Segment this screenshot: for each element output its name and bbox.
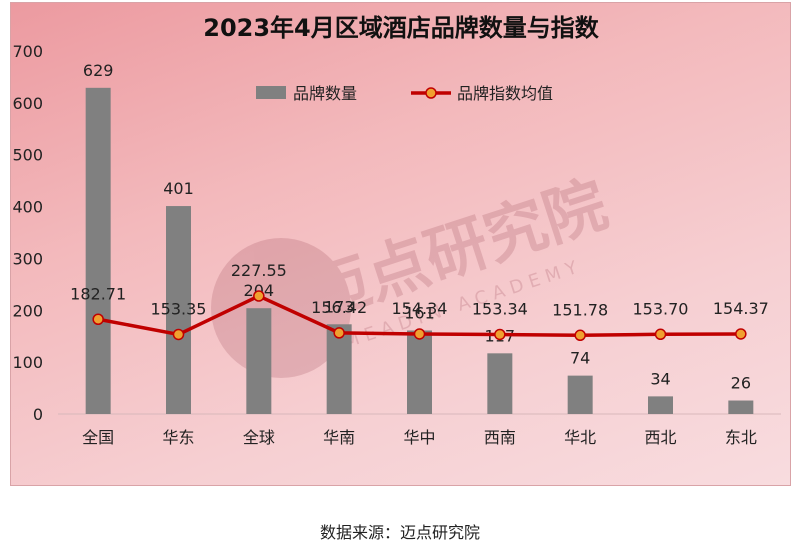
y-tick-label: 100 xyxy=(12,353,43,372)
line-value-label: 154.34 xyxy=(392,299,448,318)
bar xyxy=(166,206,191,414)
x-tick-label: 西南 xyxy=(484,428,516,447)
y-tick-label: 400 xyxy=(12,198,43,217)
x-tick-label: 华东 xyxy=(162,428,194,447)
x-axis: 全国 华东 全球 华南 华中 西南 华北 西北 东北 xyxy=(58,413,781,447)
bar-value-label: 401 xyxy=(163,179,194,198)
bar-value-label: 26 xyxy=(731,374,751,393)
line-point xyxy=(494,328,506,341)
y-tick-label: 200 xyxy=(12,301,43,320)
y-tick-label: 500 xyxy=(12,146,43,165)
bar-value-label: 74 xyxy=(570,349,590,368)
line-point xyxy=(172,328,185,341)
line-labels: 182.71 153.35 227.55 156.42 154.34 153.34 151.… xyxy=(70,261,769,319)
line-point xyxy=(735,328,747,340)
line-series xyxy=(92,290,747,342)
y-tick-label: 700 xyxy=(12,42,43,61)
y-tick-label: 600 xyxy=(12,94,43,113)
x-tick-label: 东北 xyxy=(725,428,757,447)
line-point xyxy=(574,329,586,342)
line-value-label: 156.42 xyxy=(311,298,367,317)
line-point xyxy=(654,328,667,341)
line-point xyxy=(333,327,345,339)
y-tick-label: 300 xyxy=(12,249,43,268)
bar-value-label: 629 xyxy=(83,61,114,80)
bar-value-label: 173 xyxy=(324,297,355,316)
line-value-label: 153.34 xyxy=(472,299,528,318)
bar xyxy=(728,400,754,414)
bar xyxy=(648,396,673,414)
line-value-label: 182.71 xyxy=(70,284,126,303)
line-value-label: 153.35 xyxy=(151,299,207,318)
x-tick-label: 华南 xyxy=(323,428,355,447)
bar xyxy=(326,324,352,414)
legend-bar-label: 品牌数量 xyxy=(293,84,357,103)
line-point xyxy=(413,328,426,340)
bar xyxy=(407,330,432,414)
line-point xyxy=(92,313,104,326)
bar xyxy=(487,353,513,414)
legend-line-marker xyxy=(425,87,437,99)
line-value-label: 151.78 xyxy=(552,300,608,319)
chart-svg: 迈点研究院 MEADIN ACADEMY 2023年4月区域酒店品牌数量与指数 … xyxy=(12,14,781,447)
line-value-label: 227.55 xyxy=(231,261,287,280)
x-tick-label: 西北 xyxy=(644,428,676,447)
x-tick-label: 全球 xyxy=(243,428,275,447)
y-axis: 0 100 200 300 400 500 600 700 xyxy=(12,42,43,424)
y-tick-label: 0 xyxy=(33,405,43,424)
bar xyxy=(246,308,272,414)
x-tick-label: 华北 xyxy=(564,428,596,447)
x-tick-label: 华中 xyxy=(403,428,435,447)
line-value-label: 154.37 xyxy=(713,299,769,318)
x-tick-label: 全国 xyxy=(82,428,114,447)
bar-series xyxy=(85,87,754,414)
legend: 品牌数量 品牌指数均值 xyxy=(256,84,553,103)
bar xyxy=(85,87,111,414)
bar-value-label: 161 xyxy=(404,304,435,323)
line-point xyxy=(253,290,265,302)
bar-value-label: 34 xyxy=(650,369,670,388)
line-value-label: 153.70 xyxy=(633,299,689,318)
chart-panel: 迈点研究院 MEADIN ACADEMY 2023年4月区域酒店品牌数量与指数 … xyxy=(10,2,791,486)
legend-bar-swatch xyxy=(256,86,286,99)
source-note: 数据来源：迈点研究院 xyxy=(319,523,480,542)
bar xyxy=(567,375,593,414)
chart-title: 2023年4月区域酒店品牌数量与指数 xyxy=(203,14,599,42)
legend-line-label: 品牌指数均值 xyxy=(457,84,553,103)
